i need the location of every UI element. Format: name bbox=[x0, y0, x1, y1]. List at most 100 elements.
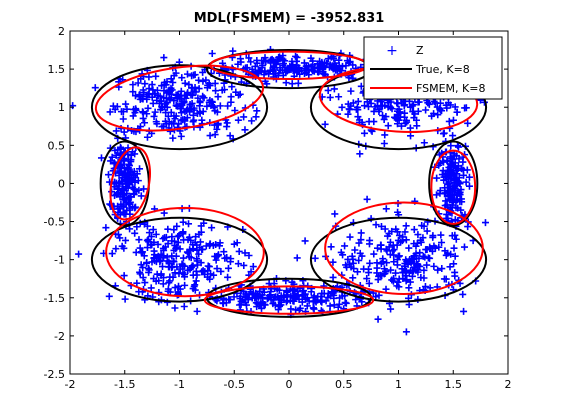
scatter-point bbox=[206, 96, 214, 104]
scatter-point bbox=[430, 110, 438, 118]
scatter-point bbox=[162, 94, 170, 102]
scatter-point bbox=[174, 238, 182, 246]
scatter-point bbox=[395, 116, 403, 124]
scatter-point bbox=[377, 222, 385, 230]
scatter-point bbox=[169, 78, 177, 86]
scatter-point bbox=[170, 72, 178, 80]
scatter-point bbox=[226, 132, 234, 140]
scatter-point bbox=[383, 247, 391, 255]
scatter-point bbox=[133, 170, 141, 178]
scatter-point bbox=[293, 53, 301, 61]
scatter-point bbox=[388, 105, 396, 113]
scatter-point bbox=[349, 274, 357, 282]
scatter-point bbox=[91, 84, 99, 92]
scatter-point bbox=[392, 269, 400, 277]
scatter-point bbox=[454, 142, 462, 150]
scatter-point bbox=[203, 102, 211, 110]
scatter-point bbox=[448, 191, 456, 199]
scatter-point bbox=[207, 101, 215, 109]
scatter-point bbox=[160, 254, 168, 262]
scatter-point bbox=[284, 291, 292, 299]
scatter-point bbox=[310, 292, 318, 300]
scatter-point bbox=[394, 111, 402, 119]
scatter-point bbox=[347, 263, 355, 271]
scatter-point bbox=[151, 257, 159, 265]
scatter-point bbox=[136, 244, 144, 252]
scatter-point bbox=[247, 58, 255, 66]
scatter-point bbox=[379, 255, 387, 263]
scatter-point bbox=[162, 109, 170, 117]
scatter-point bbox=[390, 274, 398, 282]
y-tick-label: -1 bbox=[54, 254, 65, 267]
scatter-point bbox=[126, 206, 134, 214]
scatter-point bbox=[119, 115, 127, 123]
scatter-point bbox=[155, 99, 163, 107]
scatter-point bbox=[229, 47, 237, 55]
scatter-point bbox=[447, 142, 455, 150]
scatter-point bbox=[232, 88, 240, 96]
scatter-point bbox=[460, 307, 468, 315]
scatter-point bbox=[460, 243, 468, 251]
x-tick-label: 1 bbox=[395, 378, 402, 391]
x-tick-label: 0 bbox=[286, 378, 293, 391]
scatter-point bbox=[435, 243, 443, 251]
scatter-point bbox=[329, 273, 337, 281]
scatter-point bbox=[248, 117, 256, 125]
scatter-point bbox=[436, 105, 444, 113]
scatter-point bbox=[192, 267, 200, 275]
scatter-point bbox=[414, 231, 422, 239]
scatter-point bbox=[143, 237, 151, 245]
scatter-point bbox=[187, 254, 195, 262]
scatter-point bbox=[459, 290, 467, 298]
scatter-point bbox=[108, 153, 116, 161]
scatter-point bbox=[354, 97, 362, 105]
scatter-point bbox=[365, 279, 373, 287]
scatter-point bbox=[295, 306, 303, 314]
scatter-point bbox=[402, 222, 410, 230]
scatter-point bbox=[405, 244, 413, 252]
scatter-point bbox=[325, 63, 333, 71]
scatter-point bbox=[293, 254, 301, 262]
scatter-point bbox=[213, 253, 221, 261]
scatter-point bbox=[425, 100, 433, 108]
scatter-point bbox=[452, 235, 460, 243]
scatter-point bbox=[196, 98, 204, 106]
scatter-point bbox=[318, 64, 326, 72]
scatter-point bbox=[303, 294, 311, 302]
scatter-point bbox=[363, 275, 371, 283]
scatter-point bbox=[335, 56, 343, 64]
scatter-point bbox=[172, 112, 180, 120]
x-tick-label: -0.5 bbox=[224, 378, 245, 391]
scatter-point bbox=[131, 109, 139, 117]
scatter-point bbox=[128, 168, 136, 176]
x-tick-label: -1.5 bbox=[114, 378, 135, 391]
scatter-point bbox=[345, 59, 353, 67]
scatter-point bbox=[323, 59, 331, 67]
scatter-point bbox=[444, 249, 452, 257]
scatter-point bbox=[223, 254, 231, 262]
scatter-point bbox=[439, 130, 447, 138]
scatter-point bbox=[226, 296, 234, 304]
scatter-point bbox=[265, 70, 273, 78]
scatter-point bbox=[159, 280, 167, 288]
scatter-point bbox=[108, 250, 116, 258]
scatter-point bbox=[228, 83, 236, 91]
scatter-point bbox=[274, 293, 282, 301]
scatter-point bbox=[181, 262, 189, 270]
scatter-point bbox=[390, 258, 398, 266]
scatter-point bbox=[454, 143, 462, 151]
scatter-point bbox=[189, 285, 197, 293]
scatter-point bbox=[346, 58, 354, 66]
scatter-point bbox=[159, 235, 167, 243]
scatter-point bbox=[274, 306, 282, 314]
scatter-point bbox=[211, 131, 219, 139]
scatter-point bbox=[180, 303, 188, 311]
chart-title: MDL(FSMEM) = -3952.831 bbox=[194, 11, 385, 26]
scatter-point bbox=[175, 231, 183, 239]
scatter-point bbox=[171, 304, 179, 312]
scatter-point bbox=[143, 259, 151, 267]
scatter-point bbox=[308, 65, 316, 73]
scatter-point bbox=[120, 272, 128, 280]
scatter-point bbox=[188, 262, 196, 270]
scatter-point bbox=[113, 190, 121, 198]
